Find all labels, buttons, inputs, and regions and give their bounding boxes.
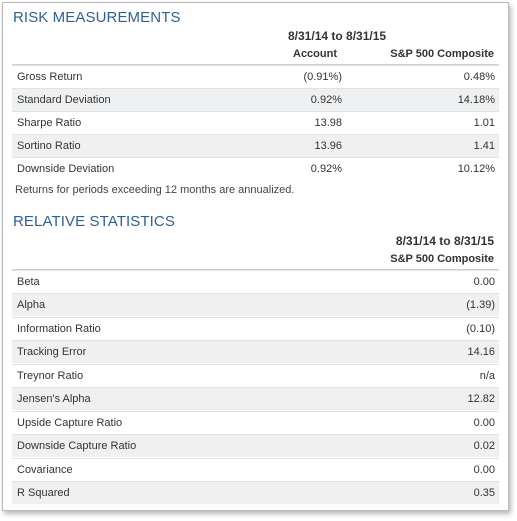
table-row: Tracking Error 14.16 (12, 340, 499, 363)
row-label: Jensen's Alpha (17, 393, 91, 405)
relative-benchmark-header: S&P 500 Composite (390, 253, 494, 265)
row-label: Information Ratio (17, 323, 101, 335)
benchmark-value: 14.18% (457, 94, 495, 106)
row-label: Alpha (17, 299, 46, 311)
table-row: Upside Capture Ratio 0.00 (12, 411, 499, 434)
table-row: Treynor Ratio n/a (12, 364, 499, 387)
row-label: Standard Deviation (17, 94, 111, 106)
row-label: Treynor Ratio (17, 370, 84, 382)
row-label: Beta (17, 276, 40, 288)
header-divider (12, 269, 499, 270)
account-value: 0.92% (310, 94, 342, 106)
table-row: Covariance 0.00 (12, 458, 499, 481)
statistic-value: 0.00 (473, 417, 495, 429)
table-row: R Squared 0.35 (12, 481, 499, 504)
table-row: Information Ratio (0.10) (12, 317, 499, 340)
statistic-value: 14.16 (467, 346, 495, 358)
row-label: R Squared (17, 487, 70, 499)
account-column-header: Account (293, 48, 337, 60)
risk-measurements-title: RISK MEASUREMENTS (13, 9, 181, 26)
account-value: 0.92% (310, 163, 342, 175)
row-label: Covariance (17, 464, 73, 476)
statistic-value: 12.82 (467, 393, 495, 405)
benchmark-column-header: S&P 500 Composite (390, 48, 494, 60)
benchmark-value: 1.01 (473, 117, 495, 129)
annualized-note: Returns for periods exceeding 12 months … (15, 184, 295, 196)
header-divider (12, 64, 499, 65)
statistic-value: 0.00 (473, 464, 495, 476)
benchmark-value: 1.41 (473, 140, 495, 152)
row-label: Downside Deviation (17, 163, 115, 175)
report-panel: RISK MEASUREMENTS 8/31/14 to 8/31/15 Acc… (2, 2, 509, 511)
statistic-value: n/a (479, 370, 495, 382)
statistic-value: 0.02 (473, 440, 495, 452)
relative-period-header: 8/31/14 to 8/31/15 (395, 234, 494, 248)
statistic-value: (1.39) (466, 299, 495, 311)
table-row: Gross Return (0.91%) 0.48% (12, 65, 499, 88)
benchmark-value: 0.48% (463, 71, 495, 83)
table-row: Downside Deviation 0.92% 10.12% (12, 157, 499, 180)
relative-statistics-title: RELATIVE STATISTICS (13, 213, 175, 230)
table-row: Sharpe Ratio 13.98 1.01 (12, 111, 499, 134)
row-label: Sortino Ratio (17, 140, 81, 152)
statistic-value: (0.10) (466, 323, 495, 335)
statistic-value: 0.00 (473, 276, 495, 288)
table-row: Jensen's Alpha 12.82 (12, 387, 499, 410)
benchmark-value: 10.12% (457, 163, 495, 175)
table-row: Sortino Ratio 13.96 1.41 (12, 134, 499, 157)
table-row: Beta 0.00 (12, 270, 499, 293)
row-label: Gross Return (17, 71, 83, 83)
table-row: Alpha (1.39) (12, 293, 499, 316)
statistic-value: 0.35 (473, 487, 495, 499)
account-value: 13.96 (314, 140, 342, 152)
account-value: (0.91%) (303, 71, 342, 83)
table-row: Downside Capture Ratio 0.02 (12, 434, 499, 457)
row-label: Downside Capture Ratio (17, 440, 137, 452)
account-value: 13.98 (314, 117, 342, 129)
row-label: Tracking Error (17, 346, 87, 358)
row-label: Upside Capture Ratio (17, 417, 123, 429)
risk-period-header: 8/31/14 to 8/31/15 (288, 29, 387, 43)
row-label: Sharpe Ratio (17, 117, 82, 129)
table-row: Standard Deviation 0.92% 14.18% (12, 88, 499, 111)
